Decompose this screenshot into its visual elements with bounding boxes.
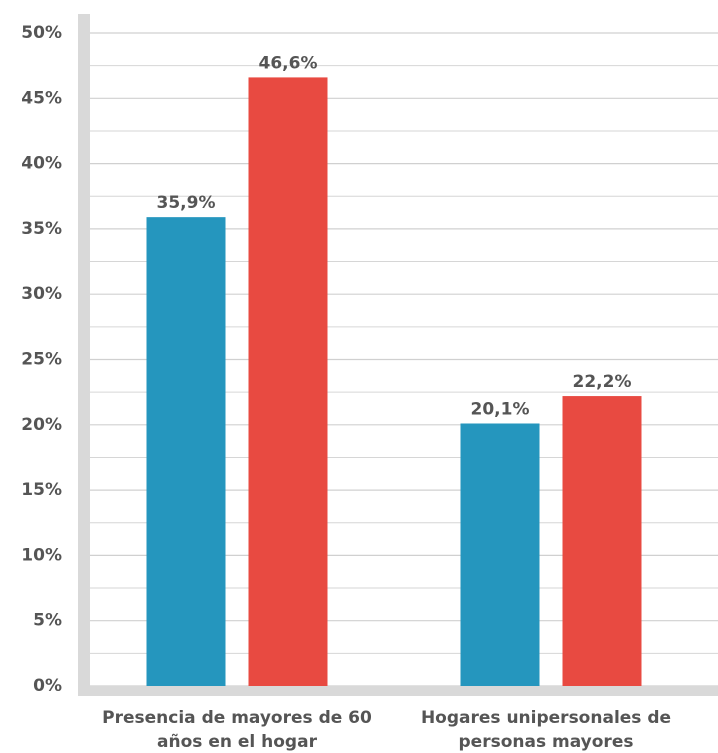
x-tick-label: Hogares unipersonales de personas mayore…	[420, 708, 672, 752]
bar	[248, 77, 328, 687]
y-tick-label: 30%	[21, 284, 62, 304]
y-tick-label: 10%	[21, 545, 62, 565]
y-tick-label: 0%	[33, 676, 62, 696]
data-label: 20,1%	[471, 399, 530, 419]
y-tick-label: 15%	[21, 480, 62, 500]
y-tick-label: 45%	[21, 88, 62, 108]
bar	[562, 396, 642, 686]
x-axis	[78, 686, 718, 696]
x-tick-label: Presencia de mayores de 60 años en el ho…	[102, 708, 372, 752]
y-tick-label: 25%	[21, 350, 62, 370]
data-label: 46,6%	[259, 53, 318, 73]
data-label: 35,9%	[157, 193, 216, 213]
y-tick-label: 35%	[21, 219, 62, 239]
y-tick-label: 20%	[21, 415, 62, 435]
bar	[146, 217, 226, 686]
y-tick-label: 50%	[21, 23, 62, 43]
y-tick-label: 40%	[21, 154, 62, 174]
y-tick-label: 5%	[33, 611, 62, 631]
bar	[460, 423, 540, 686]
data-label: 22,2%	[573, 372, 632, 392]
y-axis	[78, 14, 90, 696]
